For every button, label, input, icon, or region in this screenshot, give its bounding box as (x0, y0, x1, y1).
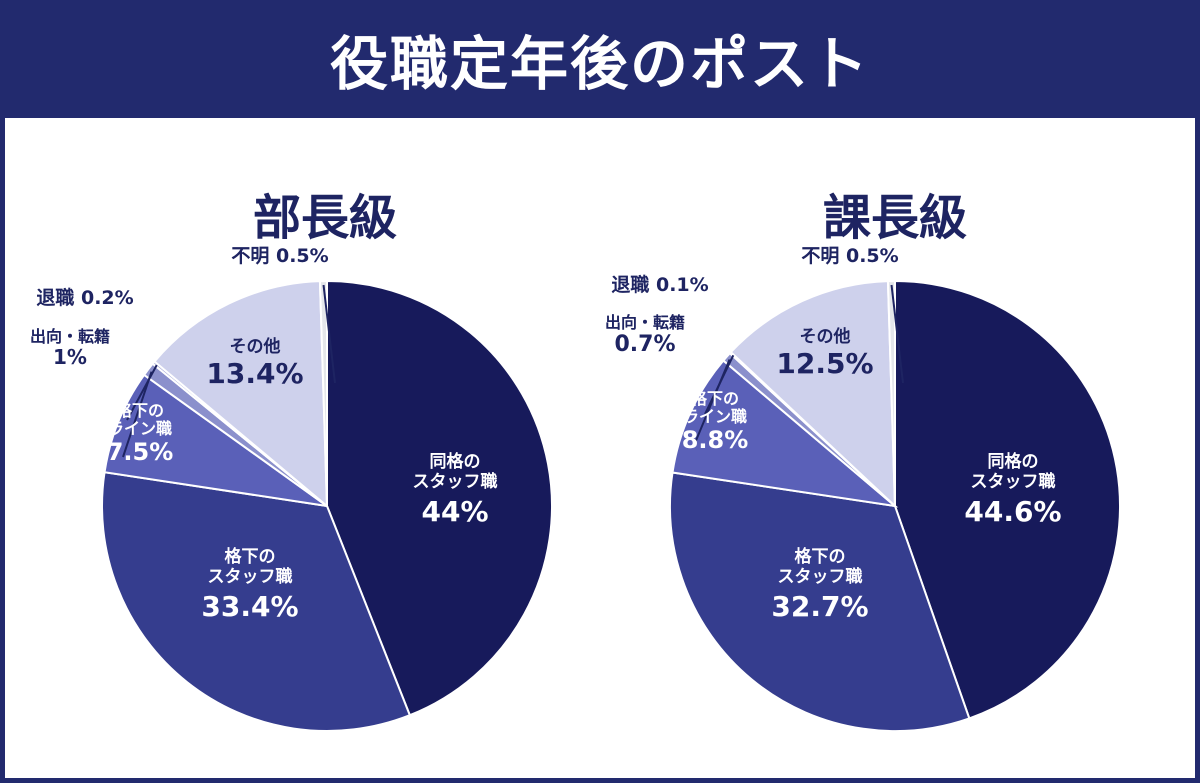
label-lower-line-kacho: 格下の ライン職 8.8% (681, 389, 749, 454)
leader-line-transfer (122, 371, 153, 458)
label-lower-staff: 格下の スタッフ職 33.4% (201, 547, 299, 624)
label-transfer-kacho: 出向・転籍 0.7% (604, 313, 685, 358)
label-other: その他 13.4% (206, 337, 304, 390)
pie-slice-same-staff-kacho (894, 279, 1121, 720)
label-retire: 退職 0.2% (36, 287, 134, 309)
label-other-kacho: その他 12.5% (776, 327, 874, 380)
pie-chart-kacho (669, 279, 1121, 732)
label-transfer: 出向・転籍 1% (29, 327, 110, 370)
chart-title-bucho: 部長級 (252, 190, 397, 246)
pie-chart-bucho (101, 279, 553, 732)
label-retire-kacho: 退職 0.1% (611, 274, 709, 296)
label-lower-line: 格下の ライン職 7.5% (106, 401, 174, 466)
leader-line-unknown-kacho (890, 284, 904, 384)
label-same-staff: 同格の スタッフ職 44% (412, 452, 498, 529)
pie-slice-lower-staff-kacho (669, 471, 971, 732)
page-title: 役職定年後のポスト (329, 30, 870, 98)
pie-slice-lower-line-kacho (671, 359, 899, 508)
pie-slice-same-staff (326, 279, 553, 717)
pie-slice-other-kacho (729, 280, 897, 509)
leader-line-retire-kacho (704, 354, 735, 415)
leader-line-unknown (322, 284, 336, 384)
label-lower-staff-kacho: 格下の スタッフ職 32.7% (771, 547, 869, 624)
pie-slice-lower-line (103, 373, 328, 507)
pie-slice-unknown-kacho (886, 279, 896, 507)
chart-panel: 部長級 課長級 同格の スタッフ職 44% 格下の スタッフ職 33.4% 格下… (5, 118, 1195, 778)
pie-slice-unknown (318, 279, 328, 507)
pie-slice-other (153, 280, 329, 509)
label-same-staff-kacho: 同格の スタッフ職 44.6% (964, 452, 1062, 529)
pie-slice-lower-staff (101, 471, 412, 732)
leader-line-retire (126, 364, 158, 421)
label-unknown-kacho: 不明 0.5% (801, 245, 899, 267)
label-unknown: 不明 0.5% (231, 245, 329, 267)
chart-title-kacho: 課長級 (822, 190, 967, 246)
